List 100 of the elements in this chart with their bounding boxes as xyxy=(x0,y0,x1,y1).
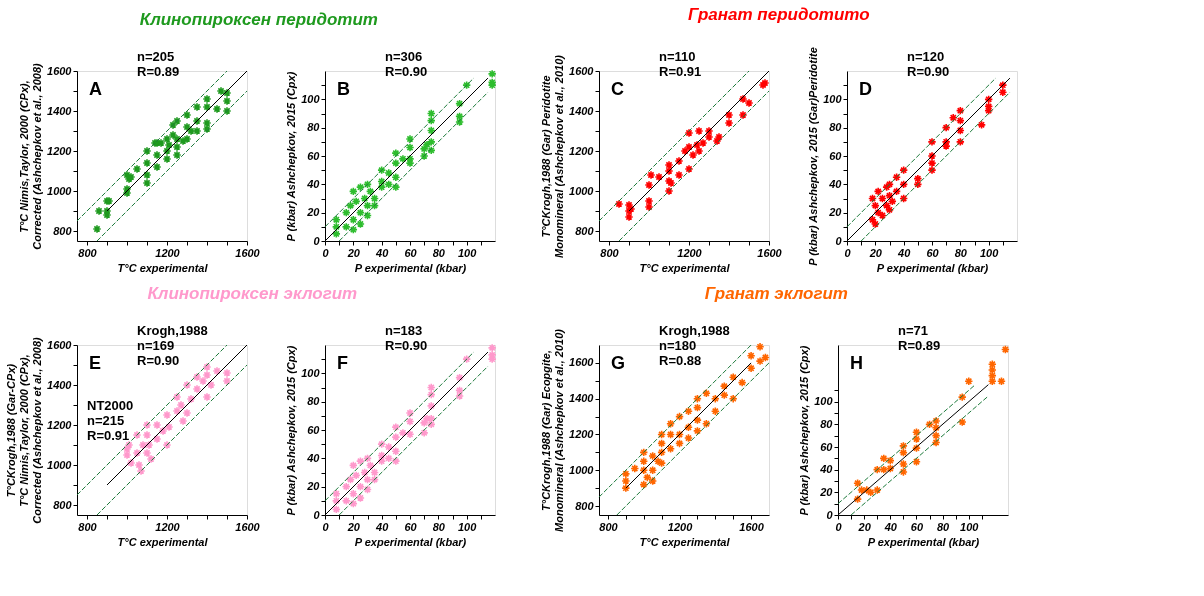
annotation: NT2000 n=215 R=0.91 xyxy=(87,398,134,443)
y-tick-label: 1600 xyxy=(47,64,73,77)
y-tick-label: 80 xyxy=(820,417,834,430)
y-tick-label: 80 xyxy=(307,121,321,134)
y-axis-title: T°CKrogh,1988 (Gar) Peridotite Monomineral (Ashchepkov et al., 2010) xyxy=(540,54,566,258)
y-axis-title: P (kbar) Ashchepkov, 2015 (Cpx) xyxy=(285,345,298,516)
annotation: n=183 R=0.90 xyxy=(385,323,428,353)
y-tick-label: 20 xyxy=(306,480,321,493)
x-tick-label: 20 xyxy=(346,246,361,259)
y-tick-label: 1200 xyxy=(569,427,595,440)
x-tick-label: 0 xyxy=(322,246,330,259)
x-tick-label: 40 xyxy=(375,520,390,533)
chart-title: Клинопироксен эклогит xyxy=(147,283,358,303)
x-tick-label: 1200 xyxy=(155,520,181,533)
y-tick-label: 1200 xyxy=(47,144,73,157)
annotation: Krogh,1988 n=169 R=0.90 xyxy=(137,323,208,368)
x-tick-label: 100 xyxy=(960,520,980,533)
y-tick-label: 1000 xyxy=(569,184,595,197)
x-axis-title: P experimental (kbar) xyxy=(354,535,467,548)
annotation: D xyxy=(859,79,872,99)
y-tick-label: 40 xyxy=(306,177,321,190)
annotation: G xyxy=(611,353,626,373)
x-tick-label: 20 xyxy=(868,246,883,259)
y-tick-label: 1000 xyxy=(569,463,595,476)
y-tick-label: 60 xyxy=(829,149,843,162)
y-tick-label: 100 xyxy=(823,92,843,105)
annotation: C xyxy=(611,79,624,99)
y-tick-label: 0 xyxy=(835,234,843,247)
y-tick-label: 1000 xyxy=(47,458,73,471)
x-axis-title: P experimental (kbar) xyxy=(867,535,980,548)
x-tick-label: 1600 xyxy=(235,246,261,259)
x-tick-label: 0 xyxy=(844,246,852,259)
y-axis-title: P (kbar) Ashchepkov, 2015 (Cpx) xyxy=(798,345,811,516)
chart-title: Гранат перидотито xyxy=(687,4,870,24)
x-axis-title: P experimental (kbar) xyxy=(876,261,989,274)
y-tick-label: 800 xyxy=(53,498,73,511)
x-tick-label: 40 xyxy=(375,246,390,259)
x-tick-label: 100 xyxy=(457,246,478,259)
y-tick-label: 40 xyxy=(828,177,843,190)
y-tick-label: 800 xyxy=(575,499,595,512)
x-tick-label: 60 xyxy=(910,520,924,533)
x-tick-label: 0 xyxy=(322,520,330,533)
y-tick-label: 0 xyxy=(313,234,321,247)
annotation: n=306 R=0.90 xyxy=(385,49,428,79)
x-tick-label: 100 xyxy=(979,246,1000,259)
y-tick-label: 800 xyxy=(53,224,73,237)
annotation: n=71 R=0.89 xyxy=(898,323,941,353)
x-tick-label: 80 xyxy=(936,520,951,533)
x-axis-title: P experimental (kbar) xyxy=(354,261,467,274)
x-axis-title: T°C experimental xyxy=(117,261,209,274)
x-tick-label: 80 xyxy=(432,246,446,259)
y-tick-label: 60 xyxy=(820,440,834,453)
y-tick-label: 40 xyxy=(819,463,834,476)
x-tick-label: 1600 xyxy=(739,520,765,533)
y-tick-label: 100 xyxy=(814,395,834,408)
y-axis-title: T°CKrogh,1988 (Gar-CPx) T°C Nimis,Taylor, 2000 (CPx), Corrected (Ashchepkov et al., 2008) xyxy=(5,336,44,524)
annotation: B xyxy=(337,79,350,99)
annotation: n=120 R=0.90 xyxy=(907,49,950,79)
y-tick-label: 80 xyxy=(307,395,321,408)
y-tick-label: 1400 xyxy=(569,104,595,117)
y-tick-label: 1600 xyxy=(47,338,73,351)
chart-title: Клинопироксен перидотит xyxy=(139,9,378,29)
y-tick-label: 80 xyxy=(829,121,843,134)
y-tick-label: 100 xyxy=(301,92,321,105)
y-tick-label: 20 xyxy=(819,485,834,498)
x-tick-label: 40 xyxy=(883,520,898,533)
annotation: A xyxy=(89,79,102,99)
y-tick-label: 60 xyxy=(307,149,321,162)
x-axis-title: T°C experimental xyxy=(639,261,731,274)
x-axis-title: T°C experimental xyxy=(117,535,209,548)
x-tick-label: 1200 xyxy=(667,520,694,533)
y-tick-label: 1200 xyxy=(47,418,73,431)
annotation: F xyxy=(337,353,348,373)
x-tick-label: 1200 xyxy=(155,246,181,259)
x-tick-label: 20 xyxy=(857,520,872,533)
y-tick-label: 800 xyxy=(575,224,595,237)
x-tick-label: 60 xyxy=(404,246,418,259)
x-tick-label: 80 xyxy=(432,520,446,533)
y-axis-title: P (kbar) Ashchepkov, 2015 (Gar)Peridotite xyxy=(807,47,820,266)
x-tick-label: 800 xyxy=(599,520,619,533)
y-tick-label: 100 xyxy=(301,366,321,379)
annotation: n=205 R=0.89 xyxy=(137,49,180,79)
x-tick-label: 1600 xyxy=(235,520,261,533)
annotation: Krogh,1988 n=180 R=0.88 xyxy=(659,323,730,368)
y-tick-label: 1400 xyxy=(47,104,73,117)
annotation: n=110 R=0.91 xyxy=(659,49,702,79)
y-tick-label: 1200 xyxy=(569,144,595,157)
x-tick-label: 100 xyxy=(457,520,478,533)
x-tick-label: 20 xyxy=(346,520,361,533)
y-axis-title: T°C Nimis,Taylor, 2000 (CPx), Corrected (Ashchepkov et al., 2008) xyxy=(18,62,44,250)
y-tick-label: 1000 xyxy=(47,184,73,197)
y-tick-label: 1400 xyxy=(569,392,595,405)
chart-title: Гранат эклогит xyxy=(704,283,848,303)
y-axis-title: T°CKrogh,1988 (Gar) Ecopgite, Monomineral (Ashchepkov et al., 2010) xyxy=(540,328,566,532)
y-axis-title: P (kbar) Ashchepkov, 2015 (Cpx) xyxy=(285,71,298,242)
y-tick-label: 60 xyxy=(307,423,321,436)
y-tick-label: 1400 xyxy=(47,378,73,391)
x-tick-label: 800 xyxy=(78,246,98,259)
x-tick-label: 800 xyxy=(78,520,98,533)
x-tick-label: 1200 xyxy=(677,246,703,259)
